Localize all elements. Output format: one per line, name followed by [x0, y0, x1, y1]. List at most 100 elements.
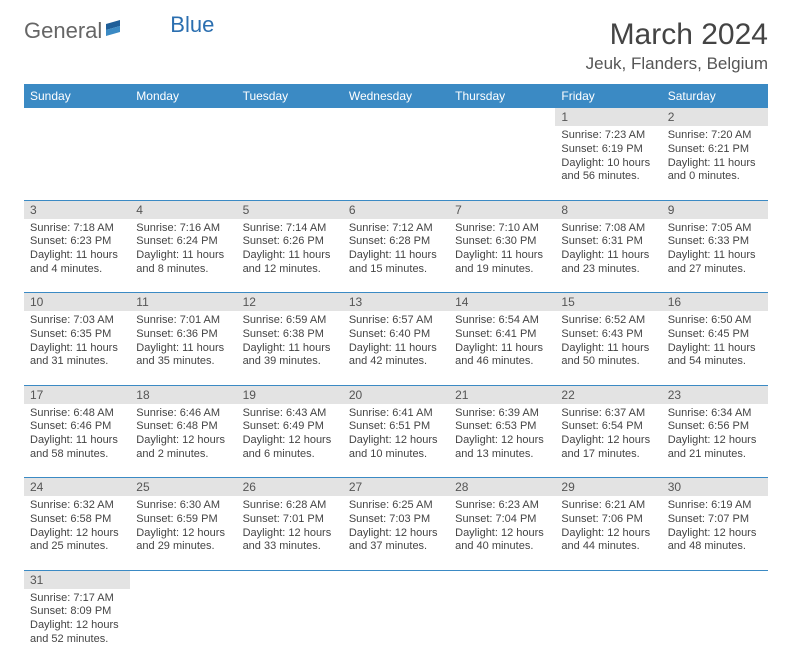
sunset-text: Sunset: 6:48 PM [136, 420, 230, 434]
sunset-text: Sunset: 6:30 PM [455, 235, 549, 249]
daylight-text: Daylight: 12 hours and 33 minutes. [243, 527, 337, 555]
sunset-text: Sunset: 6:21 PM [668, 143, 762, 157]
weekday-header-row: SundayMondayTuesdayWednesdayThursdayFrid… [24, 84, 768, 108]
daylight-text: Daylight: 11 hours and 27 minutes. [668, 249, 762, 277]
sunrise-text: Sunrise: 6:39 AM [455, 407, 549, 421]
sunset-text: Sunset: 7:07 PM [668, 513, 762, 527]
day-number-cell: 8 [555, 200, 661, 219]
day-cell: Sunrise: 7:01 AMSunset: 6:36 PMDaylight:… [130, 311, 236, 385]
day-number-cell: 22 [555, 385, 661, 404]
sunset-text: Sunset: 6:35 PM [30, 328, 124, 342]
day-cell: Sunrise: 6:59 AMSunset: 6:38 PMDaylight:… [237, 311, 343, 385]
day-number-cell: 2 [662, 108, 768, 126]
day-cell [449, 589, 555, 663]
sunrise-text: Sunrise: 6:50 AM [668, 314, 762, 328]
day-number-cell: 6 [343, 200, 449, 219]
weekday-header: Wednesday [343, 84, 449, 108]
sunset-text: Sunset: 6:24 PM [136, 235, 230, 249]
day-cell: Sunrise: 6:41 AMSunset: 6:51 PMDaylight:… [343, 404, 449, 478]
sunset-text: Sunset: 6:23 PM [30, 235, 124, 249]
day-number-cell [555, 570, 661, 589]
daylight-text: Daylight: 11 hours and 42 minutes. [349, 342, 443, 370]
day-number-cell: 26 [237, 478, 343, 497]
day-number-cell: 21 [449, 385, 555, 404]
day-cell [237, 589, 343, 663]
day-cell: Sunrise: 6:57 AMSunset: 6:40 PMDaylight:… [343, 311, 449, 385]
daylight-text: Daylight: 12 hours and 52 minutes. [30, 619, 124, 647]
day-cell: Sunrise: 7:18 AMSunset: 6:23 PMDaylight:… [24, 219, 130, 293]
day-cell: Sunrise: 7:08 AMSunset: 6:31 PMDaylight:… [555, 219, 661, 293]
day-number-cell [449, 570, 555, 589]
day-cell [662, 589, 768, 663]
sunset-text: Sunset: 6:43 PM [561, 328, 655, 342]
daylight-text: Daylight: 11 hours and 58 minutes. [30, 434, 124, 462]
daylight-text: Daylight: 11 hours and 39 minutes. [243, 342, 337, 370]
day-number-cell [237, 108, 343, 126]
day-cell: Sunrise: 6:37 AMSunset: 6:54 PMDaylight:… [555, 404, 661, 478]
day-cell: Sunrise: 7:03 AMSunset: 6:35 PMDaylight:… [24, 311, 130, 385]
daynum-row: 12 [24, 108, 768, 126]
sunrise-text: Sunrise: 6:41 AM [349, 407, 443, 421]
day-number-cell: 19 [237, 385, 343, 404]
day-cell [555, 589, 661, 663]
daylight-text: Daylight: 12 hours and 25 minutes. [30, 527, 124, 555]
weekday-header: Sunday [24, 84, 130, 108]
week-row: Sunrise: 7:23 AMSunset: 6:19 PMDaylight:… [24, 126, 768, 200]
day-number-cell [449, 108, 555, 126]
logo: General Blue [24, 18, 214, 44]
flag-icon [106, 18, 128, 44]
day-number-cell: 3 [24, 200, 130, 219]
day-number-cell: 1 [555, 108, 661, 126]
daylight-text: Daylight: 12 hours and 40 minutes. [455, 527, 549, 555]
sunset-text: Sunset: 6:45 PM [668, 328, 762, 342]
sunset-text: Sunset: 7:03 PM [349, 513, 443, 527]
day-number-cell: 28 [449, 478, 555, 497]
daylight-text: Daylight: 10 hours and 56 minutes. [561, 157, 655, 185]
sunrise-text: Sunrise: 7:16 AM [136, 222, 230, 236]
day-number-cell [130, 570, 236, 589]
day-cell: Sunrise: 6:46 AMSunset: 6:48 PMDaylight:… [130, 404, 236, 478]
sunset-text: Sunset: 6:49 PM [243, 420, 337, 434]
day-number-cell: 14 [449, 293, 555, 312]
day-cell: Sunrise: 6:23 AMSunset: 7:04 PMDaylight:… [449, 496, 555, 570]
sunset-text: Sunset: 6:40 PM [349, 328, 443, 342]
sunset-text: Sunset: 6:46 PM [30, 420, 124, 434]
sunrise-text: Sunrise: 7:08 AM [561, 222, 655, 236]
day-number-cell: 5 [237, 200, 343, 219]
sunrise-text: Sunrise: 6:32 AM [30, 499, 124, 513]
calendar-body: 12Sunrise: 7:23 AMSunset: 6:19 PMDayligh… [24, 108, 768, 663]
sunrise-text: Sunrise: 6:34 AM [668, 407, 762, 421]
day-cell: Sunrise: 6:25 AMSunset: 7:03 PMDaylight:… [343, 496, 449, 570]
day-cell: Sunrise: 7:17 AMSunset: 8:09 PMDaylight:… [24, 589, 130, 663]
day-number-cell: 20 [343, 385, 449, 404]
sunset-text: Sunset: 6:38 PM [243, 328, 337, 342]
sunrise-text: Sunrise: 7:01 AM [136, 314, 230, 328]
week-row: Sunrise: 7:03 AMSunset: 6:35 PMDaylight:… [24, 311, 768, 385]
day-cell: Sunrise: 6:19 AMSunset: 7:07 PMDaylight:… [662, 496, 768, 570]
day-number-cell [343, 108, 449, 126]
day-number-cell: 9 [662, 200, 768, 219]
daynum-row: 31 [24, 570, 768, 589]
day-cell: Sunrise: 6:21 AMSunset: 7:06 PMDaylight:… [555, 496, 661, 570]
day-cell: Sunrise: 7:10 AMSunset: 6:30 PMDaylight:… [449, 219, 555, 293]
day-cell: Sunrise: 7:14 AMSunset: 6:26 PMDaylight:… [237, 219, 343, 293]
sunset-text: Sunset: 6:28 PM [349, 235, 443, 249]
day-cell [130, 126, 236, 200]
day-cell: Sunrise: 6:52 AMSunset: 6:43 PMDaylight:… [555, 311, 661, 385]
sunrise-text: Sunrise: 6:46 AM [136, 407, 230, 421]
month-title: March 2024 [586, 18, 768, 52]
daylight-text: Daylight: 12 hours and 6 minutes. [243, 434, 337, 462]
day-cell [237, 126, 343, 200]
day-number-cell: 29 [555, 478, 661, 497]
sunset-text: Sunset: 6:53 PM [455, 420, 549, 434]
day-number-cell [343, 570, 449, 589]
daylight-text: Daylight: 11 hours and 15 minutes. [349, 249, 443, 277]
daylight-text: Daylight: 12 hours and 21 minutes. [668, 434, 762, 462]
day-number-cell: 24 [24, 478, 130, 497]
calendar-table: SundayMondayTuesdayWednesdayThursdayFrid… [24, 84, 768, 663]
sunset-text: Sunset: 8:09 PM [30, 605, 124, 619]
sunset-text: Sunset: 6:59 PM [136, 513, 230, 527]
weekday-header: Saturday [662, 84, 768, 108]
day-number-cell: 4 [130, 200, 236, 219]
day-number-cell [237, 570, 343, 589]
